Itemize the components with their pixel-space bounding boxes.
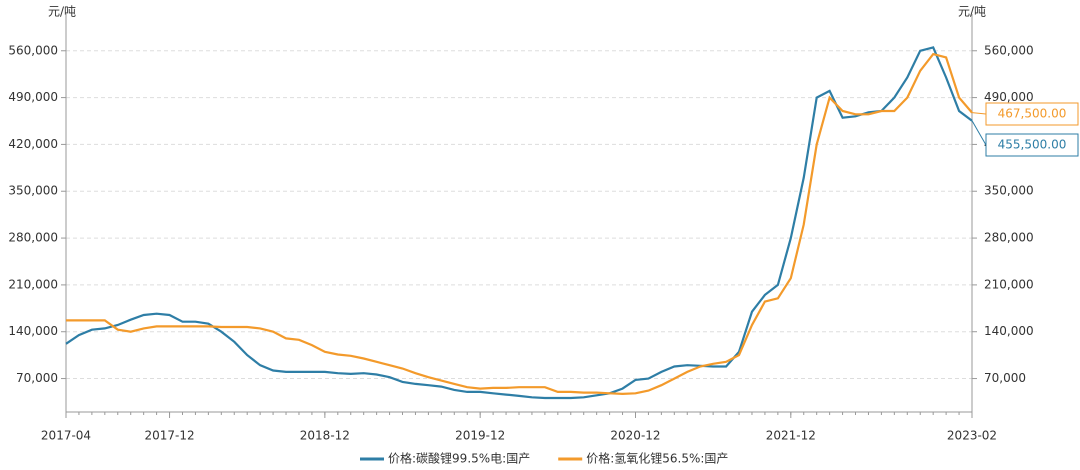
- end-label-box: [985, 133, 1079, 157]
- x-tick-label: 2018-12: [300, 429, 350, 443]
- legend-label: 价格:碳酸锂99.5%电:国产: [388, 451, 530, 466]
- y2-tick-label: 350,000: [984, 184, 1034, 198]
- x-tick-label: 2017-12: [144, 429, 194, 443]
- y2-tick-label: 210,000: [984, 277, 1034, 291]
- x-tick-label: 2020-12: [610, 429, 660, 443]
- x-tick-label: 2019-12: [455, 429, 505, 443]
- end-label-box: [985, 102, 1079, 126]
- x-tick-label: 2017-04: [41, 429, 91, 443]
- y-tick-label: 420,000: [8, 137, 58, 151]
- y-tick-label: 350,000: [8, 184, 58, 198]
- y-tick-label: 70,000: [16, 371, 58, 385]
- end-label-connector: [971, 120, 987, 146]
- y-axis-label: 元/吨: [48, 5, 76, 19]
- series-line: [65, 46, 973, 400]
- y-tick-label: 560,000: [8, 43, 58, 57]
- x-tick-label: 2021-12: [766, 429, 816, 443]
- y2-tick-label: 70,000: [984, 371, 1026, 385]
- end-label: 455,500.00: [998, 138, 1067, 152]
- y2-tick-label: 140,000: [984, 324, 1034, 338]
- end-label-connector: [971, 112, 987, 115]
- y-tick-label: 140,000: [8, 324, 58, 338]
- y2-tick-label: 280,000: [984, 231, 1034, 245]
- y-tick-label: 280,000: [8, 231, 58, 245]
- y-tick-label: 210,000: [8, 277, 58, 291]
- y2-tick-label: 490,000: [984, 90, 1034, 104]
- y-tick-label: 490,000: [8, 90, 58, 104]
- y2-axis-label: 元/吨: [958, 5, 986, 19]
- x-tick-label: 2023-02: [947, 429, 997, 443]
- legend-label: 价格:氢氧化锂56.5%:国产: [586, 451, 728, 466]
- y2-tick-label: 560,000: [984, 43, 1034, 57]
- end-label: 467,500.00: [998, 107, 1067, 121]
- series-line: [66, 52, 973, 396]
